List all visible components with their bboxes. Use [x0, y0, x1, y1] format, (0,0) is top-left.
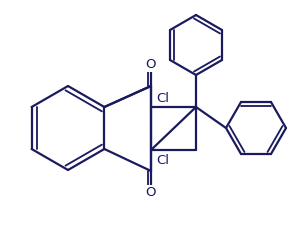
Text: O: O [146, 59, 156, 71]
Text: Cl: Cl [156, 92, 170, 104]
Text: Cl: Cl [156, 154, 170, 167]
Text: O: O [146, 185, 156, 199]
